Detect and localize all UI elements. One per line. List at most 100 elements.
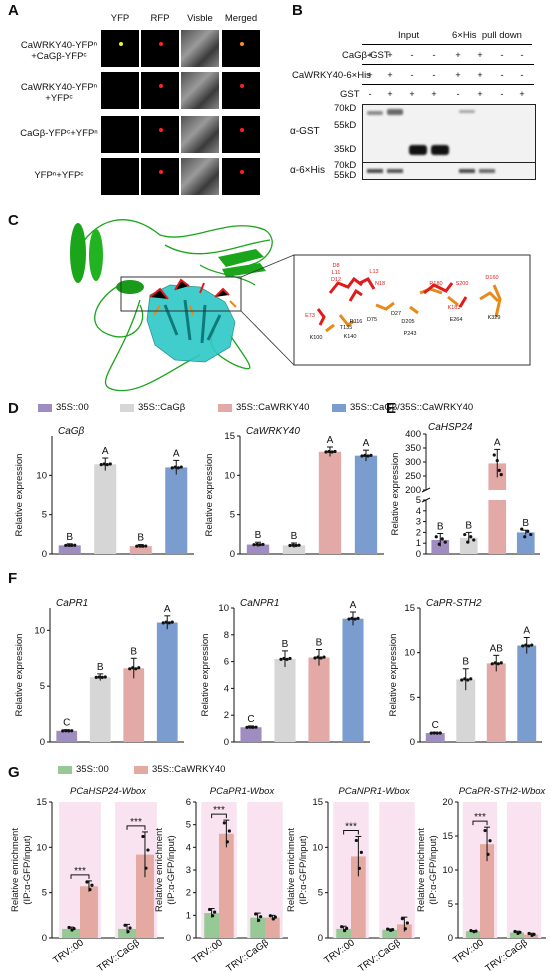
signal-spot — [119, 42, 123, 46]
column-label-rfp: RFP — [150, 13, 170, 24]
bar — [204, 913, 219, 938]
row-divider — [362, 64, 534, 65]
expression-legend: 35S::00 35S::CaGβ 35S::CaWRKY40 35S::CaGβ/3… — [38, 402, 550, 416]
bar — [80, 886, 98, 938]
row-label-cawrky40-his: CaWRKY40-6×His — [292, 70, 371, 81]
data-point — [366, 454, 370, 458]
data-point — [469, 677, 473, 681]
data-point — [288, 656, 292, 661]
data-point — [126, 930, 130, 934]
significance-bracket — [70, 874, 90, 879]
y-axis-label: Relative enrichment — [416, 828, 427, 912]
data-point — [268, 914, 272, 918]
significance-letter: A — [494, 437, 501, 448]
zoom-line-bottom — [240, 310, 295, 366]
signal-spot — [240, 170, 244, 174]
data-point — [363, 453, 367, 457]
bar — [465, 931, 480, 938]
pulldown-group-line — [456, 44, 532, 45]
data-point — [490, 662, 494, 666]
y-tick-label: 0 — [42, 549, 47, 560]
data-point — [134, 667, 138, 671]
bar — [156, 622, 178, 742]
data-point — [70, 543, 74, 548]
marker-55kd-bottom: 55kD — [334, 170, 357, 181]
x-tick-label: TRV::00 — [51, 937, 85, 966]
data-point — [102, 462, 106, 466]
bar — [382, 929, 397, 938]
significance-letter: A — [363, 438, 370, 449]
symbol-r2-c5: + — [455, 70, 461, 80]
data-point — [474, 929, 478, 933]
marker-70kd-bottom: 70kD — [334, 160, 357, 171]
data-point — [167, 621, 171, 625]
y-axis-label-2: (IP:α-GFP/input) — [22, 835, 33, 904]
bar — [318, 451, 342, 554]
data-point — [273, 915, 277, 919]
symbol-r1-c5: + — [455, 50, 461, 60]
y-tick-label: 3 — [416, 517, 421, 528]
signal-spot — [199, 170, 203, 174]
data-point — [460, 678, 464, 682]
y-tick-label: 2 — [186, 888, 191, 899]
bar — [509, 932, 524, 938]
bar — [136, 854, 154, 938]
data-point — [208, 907, 212, 912]
legend-label: 35S::CaGβ — [138, 402, 186, 413]
bifc-panel: YFP RFP Visble Merged CaWRKY40-YFPⁿ +CaGβ… — [0, 0, 290, 200]
data-point — [391, 928, 395, 932]
significance-letter: B — [465, 520, 472, 531]
significance-letter: B — [462, 657, 469, 668]
bar — [336, 928, 351, 938]
micrograph-r4-c4 — [222, 158, 260, 195]
legend-swatch — [120, 404, 134, 412]
data-point — [499, 661, 503, 665]
data-point — [141, 834, 145, 839]
y-tick-label: 10 — [34, 625, 45, 636]
data-point — [497, 468, 501, 472]
data-point — [369, 453, 373, 457]
x-tick-label: TRV::CaGβ — [224, 937, 271, 972]
column-label-visible: Visble — [187, 13, 213, 24]
data-point — [251, 725, 255, 729]
bar — [342, 618, 364, 742]
data-point — [64, 729, 68, 733]
data-point — [248, 725, 252, 729]
data-point — [432, 731, 436, 735]
significance-letter: B — [437, 521, 444, 532]
significance-bracket — [472, 820, 488, 826]
data-point — [138, 544, 142, 548]
data-point — [103, 675, 107, 679]
significance-letter: B — [291, 531, 298, 542]
panel-label-g: G — [8, 764, 20, 781]
data-point — [488, 839, 492, 843]
significance-letter: B — [282, 639, 289, 650]
bar — [351, 856, 366, 938]
data-point — [527, 644, 531, 648]
residue-label: P243 — [404, 331, 417, 337]
row-label-3: CaGβ-YFPᶜ+YFPⁿ — [20, 128, 98, 139]
row-label-gst: GST — [340, 89, 360, 100]
bar — [246, 544, 270, 554]
y-tick-label: 8 — [224, 630, 229, 641]
y-tick-label: 10 — [218, 603, 229, 614]
symbol-r3-c3: + — [409, 89, 415, 99]
y-axis-label: Relative expression — [14, 454, 25, 537]
bar — [129, 546, 152, 554]
y-tick-label: 5 — [448, 899, 453, 910]
significance-letter: A — [164, 604, 171, 615]
significance-letter: A — [350, 600, 357, 611]
data-point — [330, 450, 334, 454]
data-point — [324, 450, 328, 454]
data-point — [245, 725, 249, 729]
chart-capr1-expression: Relative expression CaPR1 0 5 10 C B B A — [14, 598, 184, 748]
y-tick-label: 15 — [224, 431, 235, 442]
data-point — [472, 538, 476, 542]
residue-label: D75 — [367, 317, 377, 323]
residue-label: R180 — [429, 281, 442, 287]
significance-letter: A — [173, 448, 180, 459]
y-tick-label: 2 — [224, 710, 229, 721]
y-tick-label: 15 — [36, 797, 47, 808]
significance-stars: *** — [130, 817, 142, 828]
y-axis-label: Relative expression — [200, 634, 211, 717]
